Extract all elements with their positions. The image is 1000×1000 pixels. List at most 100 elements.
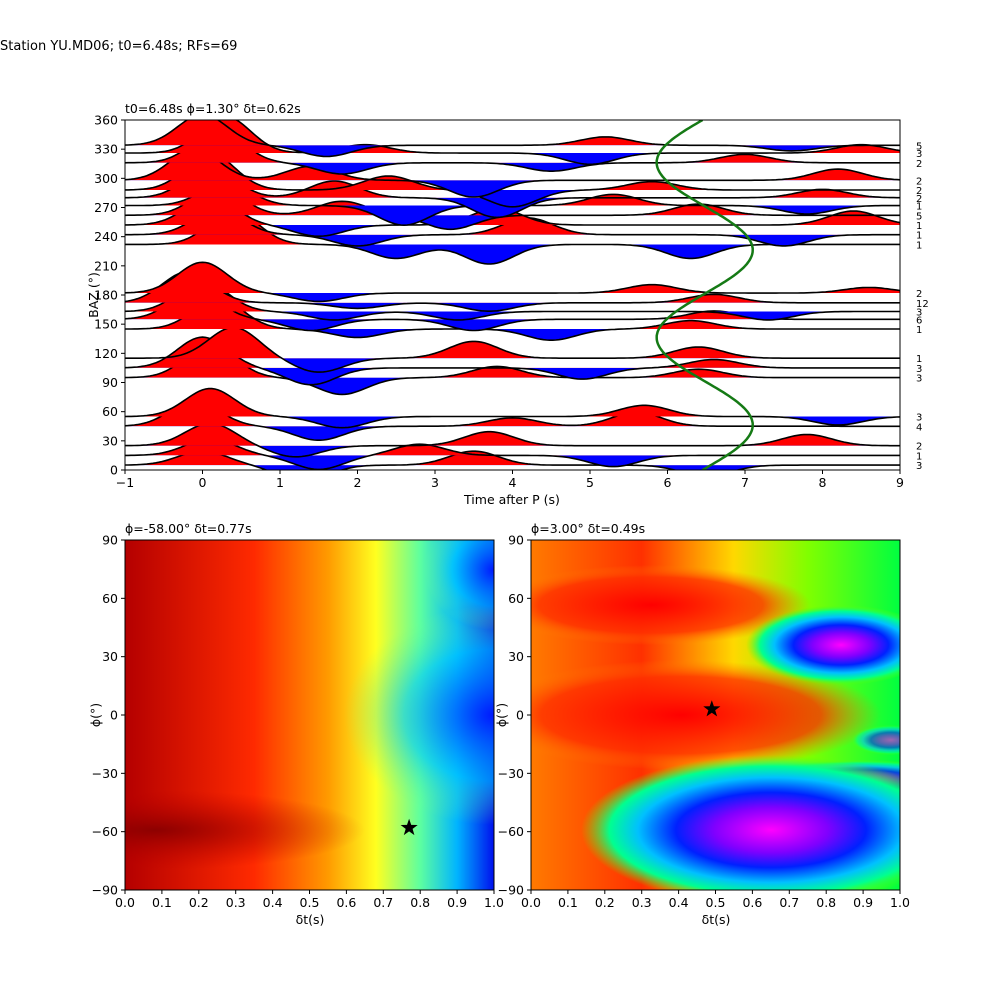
trace-positive-fill xyxy=(125,298,900,330)
x-tick-label: 0.0 xyxy=(115,895,135,910)
trace-line xyxy=(125,152,900,208)
x-tick-label: 0.5 xyxy=(706,895,726,910)
trace-negative-fill xyxy=(125,358,900,373)
trace-negative-fill xyxy=(125,180,900,197)
y-tick-label: 0 xyxy=(516,708,524,723)
trace-count-label: 5 xyxy=(916,141,922,152)
trace-negative-fill xyxy=(125,190,900,207)
x-tick-label: 0.2 xyxy=(189,895,209,910)
x-tick-label: 0.9 xyxy=(853,895,873,910)
trace-negative-fill xyxy=(125,416,900,428)
x-tick-label: 0.0 xyxy=(521,895,541,910)
y-tick-label: −60 xyxy=(498,824,524,839)
trace-line xyxy=(125,120,900,158)
trace-line xyxy=(125,271,900,312)
y-tick-label: 150 xyxy=(94,317,118,332)
trace-count-label: 3 xyxy=(916,149,922,160)
trace-count-label: 2 xyxy=(916,159,922,170)
right-x-axis-label: δt(s) xyxy=(702,912,731,927)
y-tick-label: 90 xyxy=(102,375,118,390)
trace-count-label: 1 xyxy=(916,325,922,336)
trace-positive-fill xyxy=(125,262,900,294)
x-tick-label: 0 xyxy=(199,475,207,490)
y-tick-label: −30 xyxy=(92,766,118,781)
trace-count-label: 1 xyxy=(916,221,922,232)
trace xyxy=(125,120,900,166)
x-tick-label: 0.7 xyxy=(373,895,393,910)
x-tick-label: 0.6 xyxy=(336,895,356,910)
trace-negative-fill xyxy=(125,455,900,470)
trace xyxy=(125,261,900,303)
y-tick-label: 90 xyxy=(102,533,118,548)
right-heatmap-panel: ϕ=3.00° δt=0.49s 0.0 0.1 0.2 0.3 0.4 0.5 0.6 0.… xyxy=(494,521,910,927)
right-heatmap xyxy=(531,540,900,890)
y-tick-label: 30 xyxy=(102,649,118,664)
left-heatmap-panel: ϕ=-58.00° δt=0.77s 0.0 0.1 0.2 0.3 0.4 0.5 0.6… xyxy=(88,521,504,927)
trace-negative-fill xyxy=(125,329,900,341)
trace xyxy=(125,120,900,158)
top-y-axis-label: BAZ (°) xyxy=(86,272,101,318)
y-tick-label: 60 xyxy=(102,404,118,419)
y-tick-label: 240 xyxy=(94,229,118,244)
y-tick-label: 0 xyxy=(110,708,118,723)
left-x-ticks: 0.0 0.1 0.2 0.3 0.4 0.5 0.6 0.7 0.8 0.9 1.0 xyxy=(115,890,504,910)
receiver-function-panel: t0=6.48s ϕ=1.30° δt=0.62s −1 0 1 2 3 4 5 6 7 8 9 0… xyxy=(86,101,929,507)
x-tick-label: 1.0 xyxy=(484,895,504,910)
x-tick-label: 0.7 xyxy=(779,895,799,910)
y-tick-label: −90 xyxy=(498,883,524,898)
y-tick-label: 0 xyxy=(110,463,118,478)
trace-line xyxy=(125,437,900,470)
trace-line xyxy=(125,186,900,231)
trace-count-label: 3 xyxy=(916,308,922,319)
y-tick-label: −60 xyxy=(92,824,118,839)
trace-count-label: 3 xyxy=(916,413,922,424)
trace-negative-fill xyxy=(257,445,900,457)
trace-line xyxy=(125,422,900,458)
trace-line xyxy=(125,336,900,386)
top-panel-title: t0=6.48s ϕ=1.30° δt=0.62s xyxy=(125,101,301,116)
trace-count-label: 1 xyxy=(916,354,922,365)
x-tick-label: 0.6 xyxy=(742,895,762,910)
top-x-ticks: −1 0 1 2 3 4 5 6 7 8 9 xyxy=(116,470,904,490)
trace-negative-fill xyxy=(125,319,900,331)
fast-axis-curve xyxy=(655,120,754,470)
x-tick-label: 1 xyxy=(276,475,284,490)
trace-positive-fill xyxy=(125,129,829,163)
trace-count-label: 2 xyxy=(916,176,922,187)
trace-layer xyxy=(125,120,900,470)
trace xyxy=(125,387,900,429)
right-y-ticks: 90 60 30 0 −30 −60 −90 xyxy=(498,533,531,898)
x-tick-label: 0.3 xyxy=(632,895,652,910)
trace-count-label: 2 xyxy=(916,194,922,205)
y-tick-label: 30 xyxy=(508,649,524,664)
x-tick-label: 0.2 xyxy=(595,895,615,910)
trace-count-label: 1 xyxy=(916,240,922,251)
top-y-ticks: 0 30 60 90 120 150 180 210 240 270 300 330 360 xyxy=(94,113,125,478)
left-panel-title: ϕ=-58.00° δt=0.77s xyxy=(125,521,252,536)
x-tick-label: 1.0 xyxy=(890,895,910,910)
trace-positive-fill xyxy=(125,149,900,181)
left-y-axis-label: ϕ(°) xyxy=(88,703,103,727)
x-tick-label: 0.1 xyxy=(152,895,172,910)
trace-count-label: 2 xyxy=(916,186,922,197)
y-tick-label: 120 xyxy=(94,346,118,361)
trace-line xyxy=(125,166,900,219)
right-y-axis-label: ϕ(°) xyxy=(494,703,509,727)
x-tick-label: 0.9 xyxy=(447,895,467,910)
left-best-fit-star xyxy=(400,818,418,836)
y-tick-label: 210 xyxy=(94,258,118,273)
right-x-ticks: 0.0 0.1 0.2 0.3 0.4 0.5 0.6 0.7 0.8 0.9 1.0 xyxy=(521,890,910,910)
trace-count-label: 3 xyxy=(916,364,922,375)
trace-negative-fill xyxy=(125,225,900,237)
x-tick-label: −1 xyxy=(116,475,134,490)
y-tick-label: 300 xyxy=(94,171,118,186)
trace-negative-fill xyxy=(125,145,900,157)
y-tick-label: 330 xyxy=(94,142,118,157)
top-x-axis-label: Time after P (s) xyxy=(463,492,560,507)
y-tick-label: 180 xyxy=(94,288,118,303)
trace-positive-fill xyxy=(125,210,900,245)
trace-positive-fill xyxy=(125,120,689,146)
x-tick-label: 0.4 xyxy=(669,895,689,910)
y-tick-label: 60 xyxy=(508,591,524,606)
